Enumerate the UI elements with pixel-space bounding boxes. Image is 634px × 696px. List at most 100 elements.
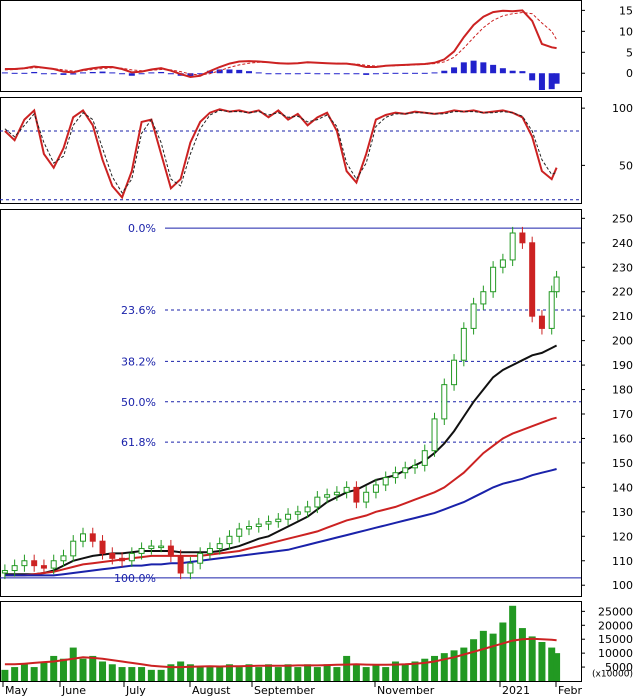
volume-bar	[284, 664, 292, 681]
price-candle	[529, 242, 536, 317]
macd-tick-label: 0	[626, 67, 633, 80]
macd-histogram-bar	[285, 73, 292, 75]
price-candle	[392, 472, 399, 479]
macd-histogram-bar	[99, 71, 106, 74]
x-axis-label: November	[377, 684, 435, 696]
price-tick-label: 230	[612, 261, 633, 274]
volume-bar	[362, 667, 370, 681]
price-candle	[499, 259, 506, 268]
volume-bar	[138, 667, 146, 681]
volume-bar	[499, 622, 507, 681]
price-candle	[304, 506, 311, 513]
price-candle	[509, 232, 516, 261]
macd-histogram-bar	[60, 73, 67, 75]
volume-bar	[382, 667, 390, 681]
price-candle	[109, 552, 116, 559]
fib-level-label: 100.0%	[114, 572, 156, 585]
volume-bar	[450, 650, 458, 681]
volume-bar	[108, 664, 116, 681]
price-tick-label: 130	[612, 506, 633, 519]
macd-histogram-bar	[324, 73, 331, 75]
price-candle	[11, 565, 18, 572]
macd-histogram-bar	[509, 70, 516, 74]
volume-bar	[509, 605, 517, 681]
macd-histogram-bar	[148, 72, 155, 74]
volume-bar	[304, 664, 312, 681]
volume-bar	[518, 628, 526, 681]
volume-ma-line	[4, 637, 557, 669]
volume-tick-label: 5000	[605, 661, 633, 674]
macd-histogram-bar	[119, 73, 126, 75]
volume-panel-frame	[0, 601, 582, 682]
macd-histogram-bar	[548, 73, 555, 90]
macd-histogram-bar	[553, 73, 560, 84]
volume-unit-label: (x10000)	[592, 670, 633, 680]
volume-tick-label: 25000	[598, 605, 633, 618]
macd-histogram-bar	[255, 72, 262, 74]
price-candle	[80, 533, 86, 542]
volume-bar	[186, 664, 194, 681]
macd-histogram-bar	[353, 73, 360, 75]
price-candle	[333, 491, 340, 496]
macd-histogram-bar	[480, 62, 487, 74]
fib-level-label: 0.0%	[128, 222, 156, 235]
macd-histogram-bar	[70, 73, 77, 75]
macd-panel-frame	[0, 0, 582, 92]
x-axis-label: July	[125, 684, 146, 696]
price-candle	[470, 303, 477, 329]
price-tick-label: 170	[612, 408, 633, 421]
stochastic-tick-label: 100	[612, 102, 633, 115]
price-tick-label: 140	[612, 481, 633, 494]
price-candle	[402, 467, 409, 474]
volume-bar	[147, 669, 155, 681]
volume-bar	[40, 661, 48, 681]
macd-tick-label: 15	[619, 4, 633, 17]
macd-histogram-bar	[21, 72, 28, 74]
price-candle	[226, 535, 233, 545]
volume-bar	[225, 664, 233, 681]
macd-histogram-bar	[441, 70, 448, 74]
price-candle	[372, 484, 379, 493]
price-candle	[177, 555, 184, 574]
price-tick-label: 120	[612, 530, 633, 543]
price-candle	[324, 494, 331, 498]
x-axis-label: Febr	[558, 684, 582, 696]
price-candle	[70, 540, 77, 557]
price-candle	[294, 511, 301, 515]
price-candle	[285, 513, 292, 520]
volume-bar	[323, 664, 331, 681]
ma-black-line	[4, 344, 558, 576]
macd-histogram-bar	[402, 72, 409, 74]
macd-histogram-bar	[343, 73, 350, 75]
price-candle	[158, 545, 165, 549]
price-candle	[451, 359, 458, 386]
price-tick-label: 250	[612, 212, 633, 225]
macd-histogram-bar	[128, 73, 135, 76]
macd-histogram-bar	[363, 73, 370, 75]
macd-tick-label: 10	[619, 25, 633, 38]
macd-histogram-bar	[138, 73, 145, 75]
macd-histogram-bar	[499, 68, 506, 74]
price-candle	[21, 560, 28, 567]
price-candle	[197, 552, 204, 564]
macd-histogram-bar	[412, 72, 418, 74]
ma-red-line	[4, 416, 557, 577]
price-candle	[167, 545, 174, 557]
price-candle	[236, 528, 243, 537]
fib-level-label: 23.6%	[121, 304, 156, 317]
macd-histogram-bar	[109, 72, 116, 74]
macd-histogram-bar	[304, 72, 311, 74]
volume-bar	[489, 633, 497, 681]
macd-histogram-bar	[265, 73, 272, 75]
macd-histogram-bar	[1, 72, 8, 74]
price-candle	[275, 518, 282, 523]
volume-bar	[391, 661, 399, 681]
price-tick-label: 100	[612, 579, 633, 592]
volume-bar	[216, 667, 224, 681]
volume-bar	[177, 661, 185, 681]
price-candle	[480, 291, 487, 305]
macd-histogram-bar	[382, 72, 389, 74]
price-candle	[353, 486, 360, 503]
price-candle	[246, 526, 252, 530]
macd-histogram-bar	[333, 73, 340, 75]
